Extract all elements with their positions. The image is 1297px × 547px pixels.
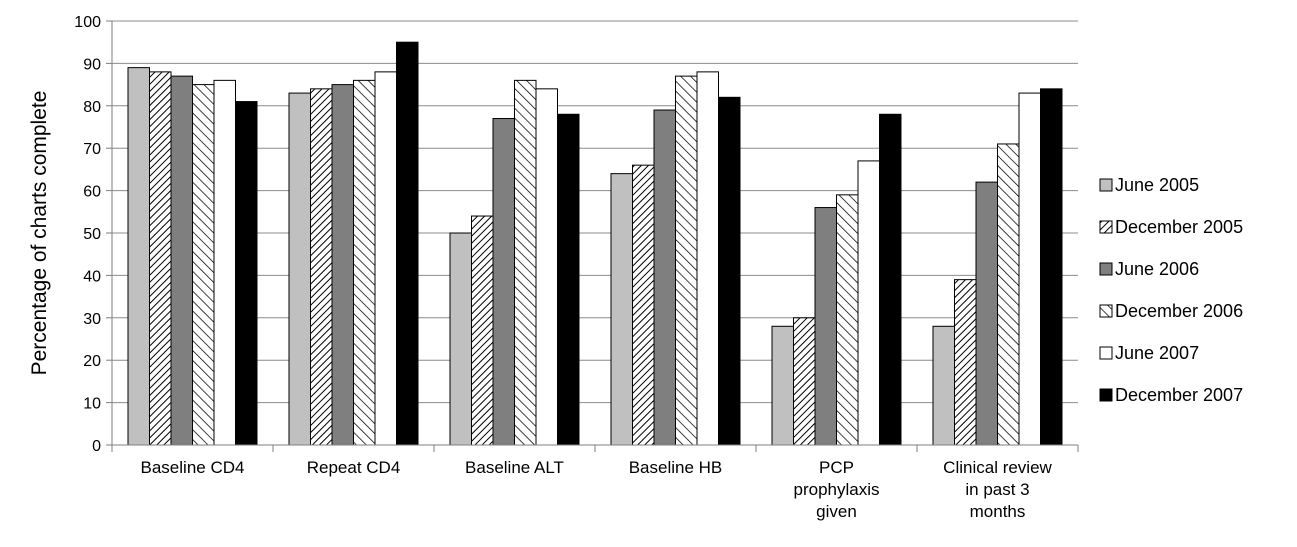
bar [213,79,236,446]
bar [396,41,419,446]
bar [718,96,741,446]
x-tick-label: Repeat CD4 [307,458,401,477]
x-tick-label: months [970,502,1026,521]
bar [793,317,816,446]
bar [632,164,655,446]
y-tick-label: 80 [83,99,101,116]
legend-swatch [1099,262,1113,276]
bar [1018,92,1041,446]
legend-label: June 2006 [1115,259,1199,279]
legend-swatch [1099,388,1113,402]
x-tick-label: PCP [819,458,854,477]
bar [492,118,515,446]
x-tick-label: in past 3 [965,480,1029,499]
bars [127,41,1063,446]
y-tick-label: 100 [74,14,101,31]
y-tick-label: 40 [83,268,101,285]
legend-label: December 2005 [1115,217,1243,237]
y-tick-label: 0 [92,438,101,455]
y-tick-label: 10 [83,396,101,413]
y-tick-label: 30 [83,311,101,328]
legend-swatch [1099,346,1113,360]
bar [954,279,977,446]
bar [127,67,150,446]
bar [192,84,215,446]
y-axis-title: Percentage of charts complete [28,91,51,376]
bar [814,207,837,446]
legend-label: December 2007 [1115,385,1243,405]
bar [288,92,311,446]
x-tick-label: given [816,502,857,521]
y-tick-label: 70 [83,141,101,158]
legend-swatch [1099,304,1113,318]
y-tick-label: 50 [83,226,101,243]
y-tick-label: 20 [83,353,101,370]
bar [932,325,955,446]
bar [997,143,1020,446]
x-tick-label: Baseline CD4 [141,458,245,477]
x-tick-label: Clinical review [943,458,1052,477]
bar [771,325,794,446]
bar [353,79,376,446]
x-tick-label: prophylaxis [794,480,880,499]
bar [310,88,333,446]
bar [471,215,494,446]
legend-swatch [1099,178,1113,192]
bar [696,71,719,446]
bar [975,181,998,446]
gridlines [112,20,1078,404]
bar [675,75,698,446]
bar [331,84,354,446]
bar [836,194,859,446]
bar [857,160,880,446]
bar [557,113,580,446]
y-tick-label: 60 [83,184,101,201]
legend: June 2005 December 2005 June 2006 December … [1099,175,1243,405]
bar [653,109,676,446]
legend-label: December 2006 [1115,301,1243,321]
y-tick-label: 90 [83,56,101,73]
axis-labels: 0 10 20 30 40 50 60 70 80 90 100 Baseline CD4 Repeat… [28,14,1053,521]
x-tick-label: Baseline ALT [465,458,564,477]
bar [449,232,472,446]
bar [149,71,172,446]
bar [514,79,537,446]
bar [374,71,397,446]
bar [170,75,193,446]
bar [610,173,633,446]
legend-label: June 2005 [1115,175,1199,195]
legend-label: June 2007 [1115,343,1199,363]
bar [879,113,902,446]
legend-swatch [1099,220,1113,234]
bar [535,88,558,446]
bar [235,101,258,446]
bar [1040,88,1063,446]
x-tick-label: Baseline HB [629,458,723,477]
axes [106,20,1079,452]
